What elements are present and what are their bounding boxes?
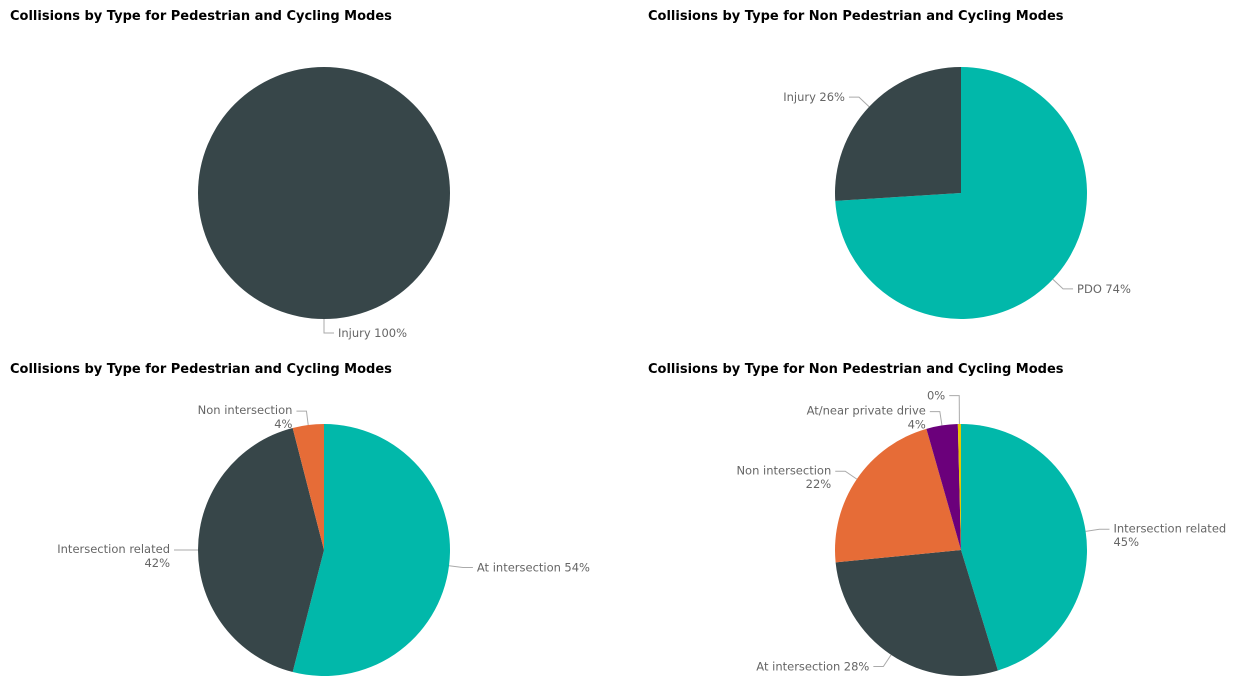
data-label: Intersection related 42% xyxy=(57,542,170,570)
label-category: Injury xyxy=(783,90,816,104)
leader-line xyxy=(848,96,870,108)
leader-line xyxy=(1085,528,1110,532)
label-value: 28% xyxy=(844,659,870,673)
leader-line xyxy=(323,319,334,334)
pie-slice xyxy=(292,424,450,676)
label-value: 100% xyxy=(374,326,407,340)
leader-line xyxy=(929,411,943,426)
leader-line xyxy=(835,470,858,480)
chart-title: Collisions by Type for Pedestrian and Cy… xyxy=(10,362,392,377)
pie-slice xyxy=(961,424,1088,671)
data-label: 0% xyxy=(927,388,945,402)
label-value: 22% xyxy=(806,477,832,491)
label-category: Intersection related xyxy=(57,542,170,556)
data-label: Intersection related 45% xyxy=(1113,521,1226,549)
pie-slice xyxy=(926,424,961,550)
leader-line xyxy=(1052,278,1074,290)
pie-slice xyxy=(835,550,998,677)
label-category: Non intersection xyxy=(736,463,831,477)
label-value: 42% xyxy=(144,555,170,569)
pie-slice xyxy=(198,427,324,673)
leader-line xyxy=(448,565,473,569)
leader-line xyxy=(873,654,892,667)
data-label: Non intersection 22% xyxy=(736,463,831,491)
label-value: 45% xyxy=(1113,535,1139,549)
label-value: 54% xyxy=(564,560,590,574)
pie-slice xyxy=(835,67,961,201)
chart-title: Collisions by Type for Non Pedestrian an… xyxy=(648,9,1064,24)
leader-line xyxy=(296,410,309,426)
data-label: At intersection 28% xyxy=(756,659,869,673)
data-label: Non intersection 4% xyxy=(198,403,293,431)
data-label: At/near private drive 4% xyxy=(807,403,926,431)
pie-slice xyxy=(835,67,1087,319)
label-category: Injury xyxy=(338,326,371,340)
label-value: 0% xyxy=(927,388,945,402)
pie-slice xyxy=(835,428,961,563)
leader-line xyxy=(949,395,960,425)
pie-slice xyxy=(292,424,324,550)
label-category: At intersection xyxy=(477,560,561,574)
label-value: 4% xyxy=(274,416,292,430)
data-label: PDO 74% xyxy=(1077,281,1131,295)
label-category: Intersection related xyxy=(1113,521,1226,535)
pie-slice xyxy=(198,67,450,319)
data-label: Injury 100% xyxy=(338,326,407,340)
label-value: 74% xyxy=(1105,281,1131,295)
label-value: 4% xyxy=(908,417,926,431)
label-category: Non intersection xyxy=(198,403,293,417)
label-category: At intersection xyxy=(756,659,840,673)
label-category: PDO xyxy=(1077,281,1102,295)
data-label: At intersection 54% xyxy=(477,560,590,574)
label-value: 26% xyxy=(819,90,845,104)
chart-title: Collisions by Type for Non Pedestrian an… xyxy=(648,362,1064,377)
pie-slice xyxy=(957,424,961,550)
chart-title: Collisions by Type for Pedestrian and Cy… xyxy=(10,9,392,24)
label-category: At/near private drive xyxy=(807,403,926,417)
data-label: Injury 26% xyxy=(783,90,845,104)
